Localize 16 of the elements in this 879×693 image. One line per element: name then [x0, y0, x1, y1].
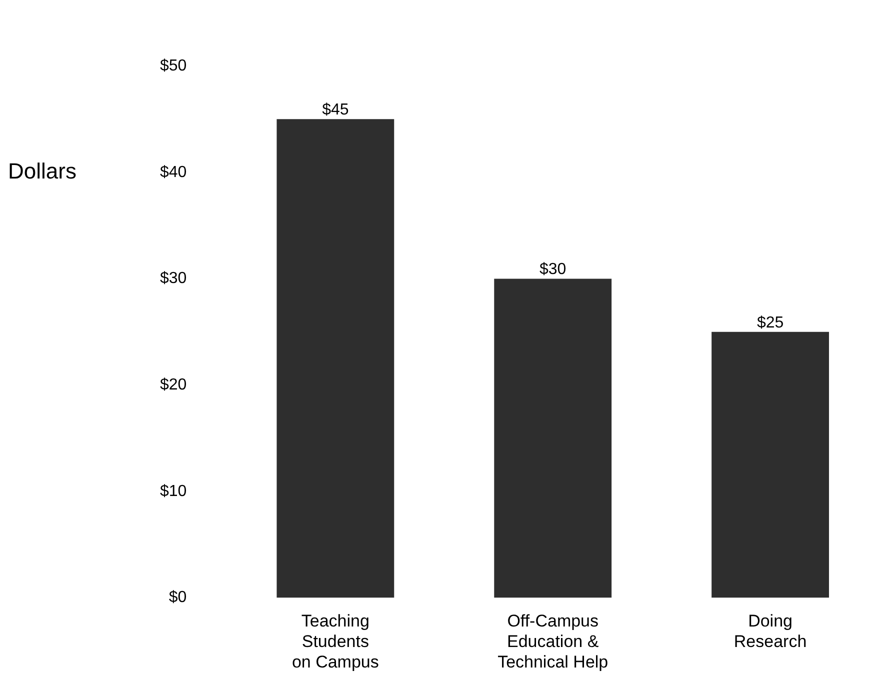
x-tick-label: Teaching Students on Campus [292, 612, 379, 672]
x-tick-label: Off-Campus Education & Technical Help [498, 612, 608, 672]
y-axis-title: Dollars [8, 158, 76, 184]
bar [494, 278, 612, 598]
data-label: $45 [322, 102, 349, 119]
y-tick-label: $50 [160, 57, 187, 74]
y-tick-label: $0 [168, 589, 187, 606]
y-tick-label: $10 [160, 482, 187, 500]
y-tick-label: $20 [160, 376, 187, 394]
y-tick-label: $40 [160, 164, 187, 181]
bar [712, 332, 829, 598]
x-tick-label: Doing Research [734, 612, 807, 652]
data-label: $25 [756, 314, 784, 332]
bar [276, 119, 394, 598]
y-tick-label: $30 [160, 270, 187, 288]
data-label: $30 [539, 261, 566, 278]
